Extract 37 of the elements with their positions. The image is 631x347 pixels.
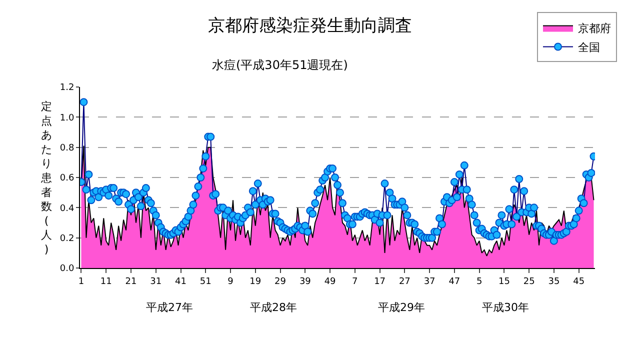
text: 平成29年 (378, 301, 425, 314)
y-tick-label: 0.2 (60, 234, 74, 244)
chart-title: 京都府感染症発生動向調査 (208, 16, 412, 36)
x-tick-label: 51 (200, 276, 212, 287)
text: 平成28年 (250, 301, 297, 314)
x-tick-label: 47 (448, 276, 460, 287)
x-tick-label: 29 (274, 276, 286, 287)
x-tick-label: 7 (352, 276, 358, 287)
x-tick-label: 37 (424, 276, 436, 287)
x-tick-label: 45 (573, 276, 585, 287)
x-tick-label: 21 (125, 276, 137, 287)
x-tick-label: 11 (100, 276, 112, 287)
y-tick-label: 0.6 (60, 174, 74, 184)
legend-label: 京都府 (578, 22, 611, 36)
x-tick-label: 27 (398, 276, 410, 287)
text: 平成27年 (146, 301, 193, 314)
y-tick-label: 0.8 (60, 143, 74, 154)
y-tick-label: 0.4 (60, 204, 74, 214)
x-tick-label: 9 (228, 276, 234, 287)
x-tick-label: 5 (476, 276, 482, 287)
y-tick-label: 1.0 (60, 113, 74, 124)
x-tick-label: 25 (523, 276, 535, 287)
legend-label: 全国 (578, 41, 600, 54)
text: 平成30年 (482, 301, 529, 314)
x-tick-label: 39 (299, 276, 312, 287)
x-tick-label: 17 (374, 276, 386, 287)
y-tick-label: 1.2 (60, 83, 74, 94)
x-tick-label: 1 (78, 276, 84, 287)
x-tick-label: 15 (498, 276, 510, 287)
text: 定点あたり患者数(人) (41, 100, 52, 256)
chart-subtitle: 水痘(平成30年51週現在) (212, 58, 348, 72)
x-tick-label: 31 (150, 276, 162, 287)
y-tick-label: 0.0 (60, 264, 74, 274)
x-tick-label: 19 (250, 276, 262, 287)
x-tick-label: 35 (548, 276, 560, 287)
x-tick-label: 49 (324, 276, 336, 287)
x-tick-label: 41 (175, 276, 186, 287)
